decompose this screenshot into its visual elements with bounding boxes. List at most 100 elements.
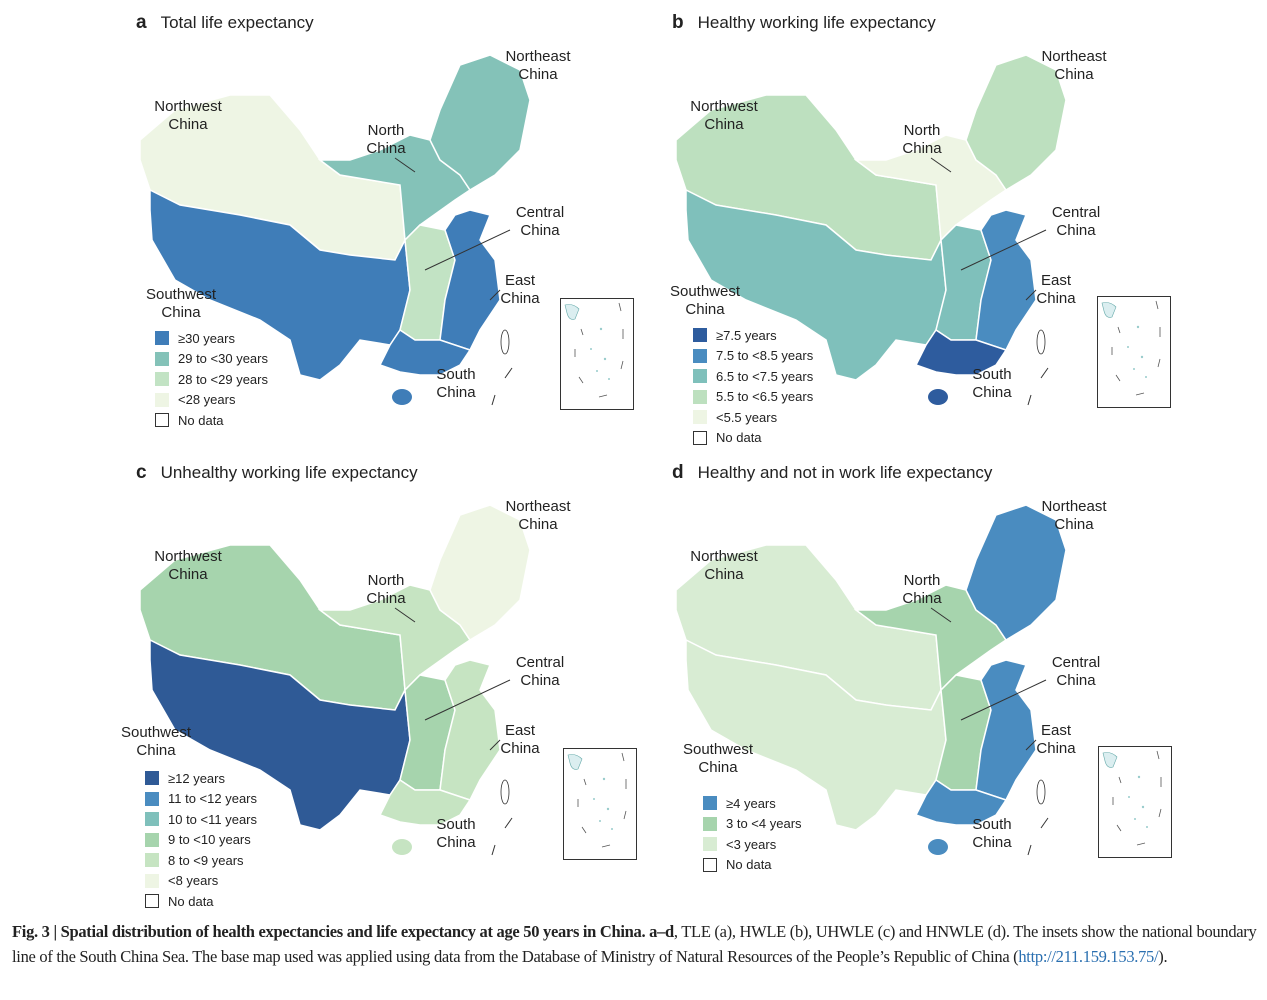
legend-swatch: [145, 853, 159, 868]
panel-letter: b: [672, 12, 684, 33]
legend-swatch: [155, 392, 169, 407]
legend-swatch: [693, 369, 707, 384]
region-label-northwest: Northwest China: [690, 98, 758, 133]
legend-label: 7.5 to <8.5 years: [716, 348, 814, 364]
legend-swatch: [155, 372, 169, 387]
caption-link[interactable]: http://211.159.153.75/: [1018, 946, 1159, 966]
region-south: [378, 328, 472, 376]
legend-item: <28 years: [155, 390, 268, 411]
legend-swatch: [703, 816, 717, 831]
legend-item: ≥4 years: [703, 793, 802, 814]
legend-label: 11 to <12 years: [168, 791, 258, 807]
region-label-south: South China: [436, 816, 476, 851]
region-southwest: [149, 188, 411, 381]
leader-line: [394, 607, 416, 623]
panel-title: c Unhealthy working life expectancy: [136, 462, 418, 484]
legend-label: <8 years: [168, 873, 219, 889]
caption-text: , TLE (a), HWLE (b), UHWLE (c) and HNWLE…: [12, 922, 1257, 966]
legend-swatch: [703, 796, 717, 811]
leader-line: [1040, 367, 1049, 379]
legend-label: 9 to <10 years: [168, 832, 251, 848]
region-label-central: Central China: [515, 204, 565, 239]
region-label-northeast: Northeast China: [505, 48, 571, 83]
legend-label: <5.5 years: [716, 409, 778, 425]
region-southwest: [685, 188, 947, 381]
figure-caption: Fig. 3 | Spatial distribution of health …: [12, 920, 1262, 969]
region-label-north: North China: [902, 122, 942, 157]
legend-label: ≥30 years: [178, 330, 235, 346]
region-south: [378, 778, 472, 826]
legend-item: ≥7.5 years: [693, 325, 813, 346]
region-taiwan: [1036, 329, 1046, 355]
legend-item: ≥30 years: [155, 328, 268, 349]
leader-line: [491, 844, 496, 856]
leader-line: [960, 679, 1047, 721]
legend-swatch: [693, 348, 707, 363]
region-hainan: [928, 389, 948, 405]
legend-item: <8 years: [145, 871, 257, 892]
region-label-central: Central China: [1051, 204, 1101, 239]
region-label-northwest: Northwest China: [690, 548, 758, 583]
legend-swatch: [155, 331, 169, 346]
region-label-east: East China: [1036, 272, 1076, 307]
legend-swatch: [155, 351, 169, 366]
region-southwest: [149, 638, 411, 831]
legend-label: ≥4 years: [726, 795, 776, 811]
legend: ≥4 years 3 to <4 years <3 years No data: [703, 793, 802, 875]
leader-line: [930, 607, 952, 623]
legend-swatch: [693, 328, 707, 343]
panel-title-text: Healthy and not in work life expectancy: [697, 463, 993, 482]
region-east: [439, 659, 501, 801]
panel-letter: a: [136, 12, 147, 33]
panel-title-text: Total life expectancy: [160, 13, 314, 32]
panel-title: a Total life expectancy: [136, 12, 314, 34]
region-label-east: East China: [1036, 722, 1076, 757]
inset-map: [564, 302, 624, 398]
legend-item: 7.5 to <8.5 years: [693, 346, 813, 367]
legend-swatch: [145, 812, 159, 827]
panel-title-text: Healthy working life expectancy: [697, 13, 936, 32]
region-hainan: [928, 839, 948, 855]
legend-swatch: [145, 791, 159, 806]
region-label-south: South China: [972, 366, 1012, 401]
leader-line: [1027, 394, 1032, 406]
legend-swatch: [145, 771, 159, 786]
legend-item: <3 years: [703, 834, 802, 855]
legend-item: <5.5 years: [693, 407, 813, 428]
inset-map: [1101, 300, 1161, 396]
legend-label: 3 to <4 years: [726, 816, 802, 832]
south-china-sea-inset: [1098, 746, 1172, 858]
legend-label: 8 to <9 years: [168, 852, 244, 868]
region-taiwan: [1036, 779, 1046, 805]
region-south: [914, 328, 1008, 376]
region-label-north: North China: [366, 122, 406, 157]
legend-label: <28 years: [178, 392, 236, 408]
region-label-north: North China: [366, 572, 406, 607]
legend-item-no-data: No data: [145, 891, 257, 912]
legend-swatch: [693, 430, 707, 445]
region-label-east: East China: [500, 722, 540, 757]
south-china-sea-inset: [560, 298, 634, 410]
legend: ≥7.5 years 7.5 to <8.5 years 6.5 to <7.5 y…: [693, 325, 813, 448]
leader-line: [1025, 739, 1037, 751]
legend-item-no-data: No data: [155, 410, 268, 431]
panel-title: b Healthy working life expectancy: [672, 12, 936, 34]
panel-letter: c: [136, 462, 147, 483]
legend-item: 9 to <10 years: [145, 830, 257, 851]
region-northeast: [429, 504, 531, 642]
legend-swatch: [703, 837, 717, 852]
legend-label: No data: [178, 412, 224, 428]
legend-label: 5.5 to <6.5 years: [716, 389, 814, 405]
region-northeast: [965, 504, 1067, 642]
leader-line: [960, 229, 1047, 271]
legend-swatch: [703, 857, 717, 872]
south-china-sea-inset: [1097, 296, 1171, 408]
region-east: [975, 209, 1037, 351]
legend-label: <3 years: [726, 836, 777, 852]
leader-line: [489, 739, 501, 751]
legend: ≥30 years 29 to <30 years 28 to <29 years <…: [155, 328, 268, 431]
